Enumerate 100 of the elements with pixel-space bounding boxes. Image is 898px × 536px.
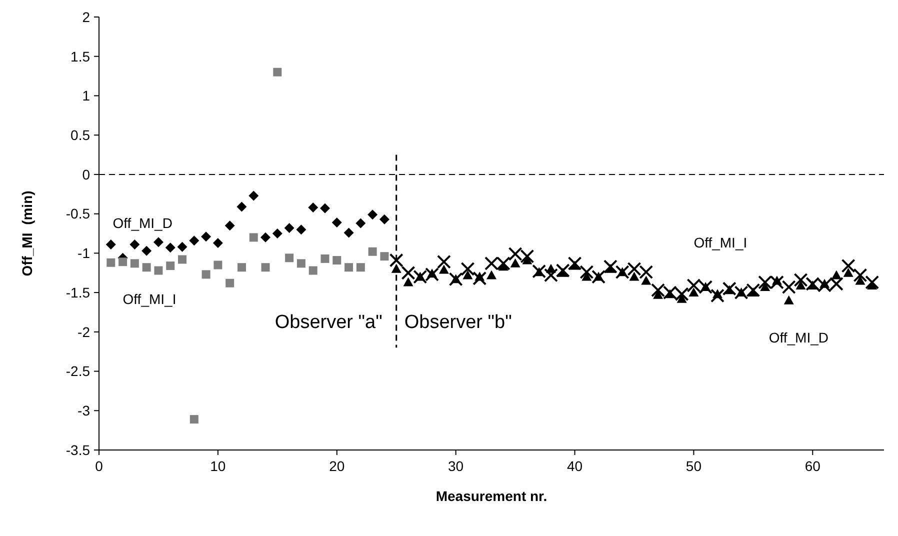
- point: [356, 263, 365, 272]
- point: [427, 268, 438, 278]
- point: [308, 202, 318, 213]
- point: [748, 288, 758, 297]
- point: [438, 264, 449, 274]
- point: [450, 274, 461, 284]
- point: [368, 210, 378, 220]
- series-label: Off_MI_D: [112, 214, 172, 231]
- y-tick-label: 2: [82, 8, 90, 25]
- point: [448, 272, 463, 286]
- point: [603, 260, 618, 274]
- point: [190, 415, 198, 424]
- point: [688, 288, 699, 297]
- point: [853, 268, 868, 282]
- point: [142, 263, 151, 272]
- point: [867, 280, 878, 290]
- point: [617, 267, 628, 276]
- point: [130, 240, 140, 250]
- point: [510, 258, 520, 268]
- point: [320, 203, 330, 214]
- point: [556, 264, 570, 278]
- y-tick-label: 0.5: [70, 126, 90, 143]
- point: [214, 260, 222, 270]
- annotation: Observer "b": [404, 312, 512, 333]
- y-tick-label: -2.5: [66, 363, 90, 380]
- x-axis-title: Measurement nr.: [436, 488, 548, 504]
- point: [415, 272, 426, 281]
- point: [248, 190, 259, 201]
- point: [356, 218, 366, 228]
- point: [736, 288, 746, 297]
- point: [760, 282, 770, 292]
- point: [368, 247, 377, 256]
- x-tick-label: 60: [804, 458, 821, 474]
- y-tick-label: -0.5: [66, 206, 90, 222]
- point: [332, 256, 342, 265]
- point: [212, 238, 223, 248]
- y-tick-label: 0: [82, 166, 90, 182]
- point: [594, 272, 604, 281]
- x-tick-label: 10: [210, 458, 226, 474]
- y-tick-label: -1.5: [66, 284, 90, 300]
- x-tick-label: 40: [566, 458, 583, 474]
- point: [784, 295, 794, 304]
- point: [142, 246, 152, 256]
- point: [380, 252, 389, 261]
- point: [178, 255, 187, 264]
- point: [285, 254, 294, 262]
- point: [308, 266, 318, 275]
- point: [641, 276, 652, 285]
- point: [831, 270, 842, 280]
- point: [344, 263, 354, 272]
- point: [237, 263, 246, 272]
- point: [296, 224, 306, 235]
- point: [865, 275, 880, 290]
- y-tick-label: -1: [78, 245, 90, 262]
- y-tick-label: -3: [78, 402, 90, 419]
- y-tick-label: 1: [82, 88, 90, 104]
- point: [226, 278, 234, 288]
- point: [772, 276, 782, 285]
- point: [320, 254, 330, 263]
- point: [843, 268, 854, 277]
- y-tick-label: 1.5: [70, 48, 90, 64]
- point: [106, 258, 116, 267]
- point: [710, 288, 724, 303]
- point: [436, 254, 451, 269]
- point: [605, 264, 616, 273]
- point: [664, 289, 675, 298]
- annotation: Observer "a": [274, 312, 382, 333]
- x-tick-label: 20: [329, 458, 345, 474]
- point: [284, 222, 294, 233]
- point: [724, 285, 734, 294]
- point: [782, 280, 796, 294]
- point: [344, 228, 354, 238]
- point: [165, 242, 176, 253]
- x-tick-label: 30: [448, 458, 464, 474]
- text: Off_MI_I: [694, 234, 748, 250]
- y-tick-label: -3.5: [66, 442, 90, 458]
- point: [486, 270, 496, 280]
- point: [534, 267, 544, 276]
- point: [629, 272, 640, 281]
- point: [189, 236, 200, 246]
- point: [332, 217, 342, 228]
- point: [568, 256, 582, 270]
- point: [796, 280, 806, 290]
- point: [236, 202, 247, 212]
- point: [841, 258, 856, 273]
- point: [154, 266, 163, 275]
- x-tick-label: 50: [686, 458, 702, 474]
- point: [224, 220, 235, 231]
- point: [118, 258, 128, 266]
- point: [177, 242, 188, 252]
- point: [166, 262, 175, 270]
- point: [546, 264, 556, 273]
- point: [472, 271, 487, 286]
- point: [260, 232, 271, 242]
- point: [592, 270, 606, 284]
- point: [261, 263, 270, 272]
- point: [272, 228, 282, 238]
- series-label: Off_MI_I: [122, 290, 176, 307]
- y-tick-label: -2: [78, 324, 90, 340]
- point: [460, 262, 475, 276]
